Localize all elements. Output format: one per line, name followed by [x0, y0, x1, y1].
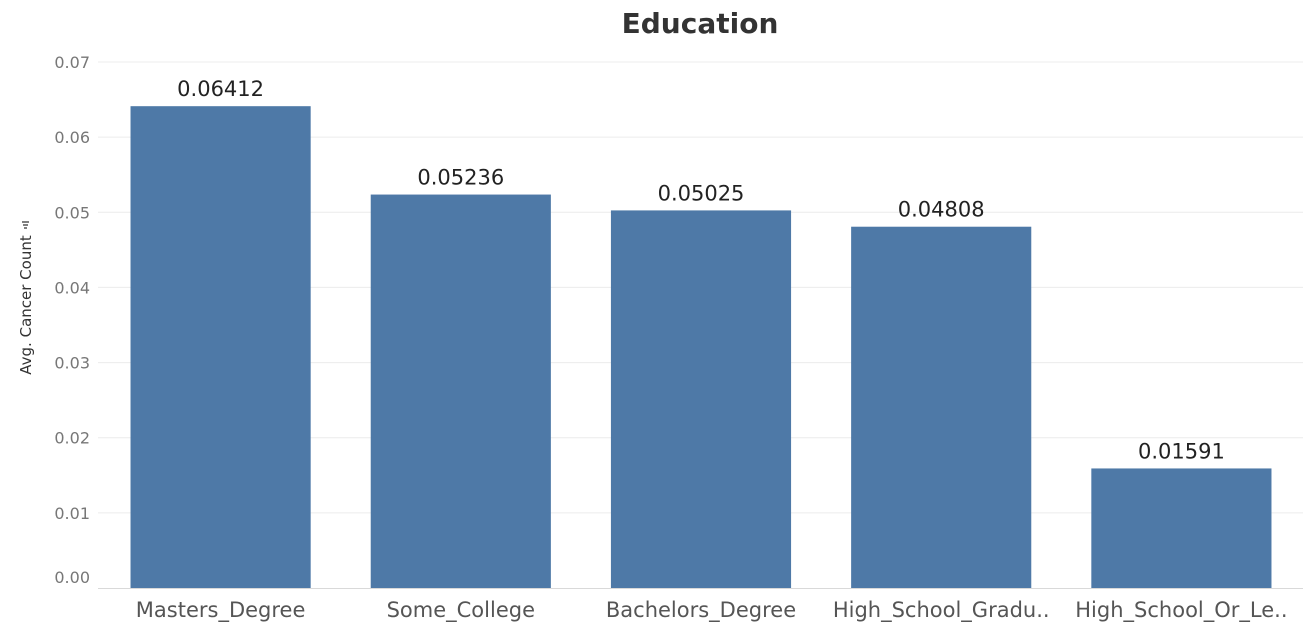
x-tick-label[interactable]: Masters_Degree [136, 598, 306, 623]
bars [130, 106, 1272, 589]
data-labels: 0.06412 0.05236 0.05025 0.04808 0.01591 [177, 77, 1225, 463]
data-label: 0.01591 [1138, 439, 1225, 463]
x-tick-label[interactable]: High_School_Or_Le.. [1075, 598, 1287, 623]
y-tick-label: 0.01 [54, 504, 90, 523]
data-label: 0.05025 [658, 181, 745, 205]
filter-icon[interactable] [22, 221, 29, 229]
y-axis-ticks: 0.00 0.01 0.02 0.03 0.04 0.05 0.06 0.07 [54, 53, 90, 587]
x-tick-label[interactable]: Bachelors_Degree [606, 598, 796, 623]
x-tick-label[interactable]: High_School_Gradu.. [833, 598, 1050, 623]
y-axis-label: Avg. Cancer Count [17, 235, 35, 375]
x-axis-ticks: Masters_Degree Some_College Bachelors_Degr… [136, 598, 1288, 623]
y-tick-label: 0.07 [54, 53, 90, 72]
y-tick-label: 0.05 [54, 203, 90, 222]
x-tick-label[interactable]: Some_College [387, 598, 535, 623]
bar[interactable] [1091, 468, 1272, 588]
y-tick-label: 0.00 [54, 568, 90, 587]
bar[interactable] [851, 226, 1032, 589]
bar[interactable] [130, 106, 311, 589]
y-tick-label: 0.03 [54, 354, 90, 373]
y-tick-label: 0.04 [54, 278, 90, 297]
y-tick-label: 0.02 [54, 429, 90, 448]
bar[interactable] [610, 210, 792, 588]
data-label: 0.06412 [177, 77, 264, 101]
data-label: 0.04808 [898, 198, 985, 222]
data-label: 0.05236 [417, 166, 504, 190]
y-tick-label: 0.06 [54, 128, 90, 147]
chart-title: Education [622, 7, 779, 40]
bar[interactable] [370, 194, 551, 588]
